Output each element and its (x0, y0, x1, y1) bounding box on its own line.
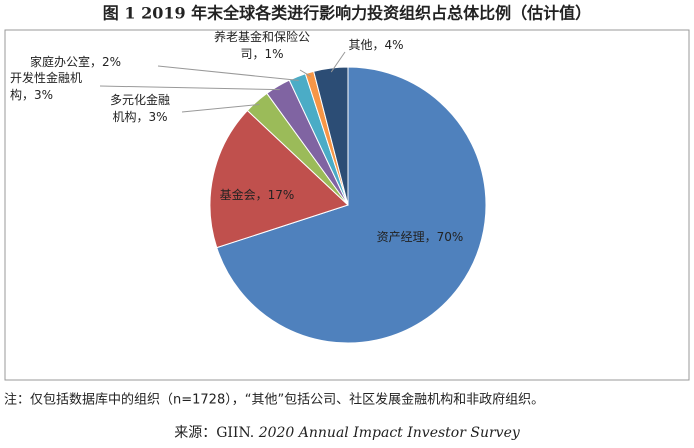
pie-slice (313, 66, 349, 206)
data-label: 家庭办公室，2% (30, 54, 121, 69)
leader-line (299, 69, 311, 77)
data-label-line: 基金会，17% (220, 187, 295, 202)
source-prefix: 来源：GIIN. (174, 425, 259, 441)
note: 注：仅包括数据库中的组织（n=1728），“其他”包括公司、社区发展金融机构和非… (4, 392, 544, 408)
source: 来源：GIIN. 2020 Annual Impact Investor Sur… (174, 425, 521, 441)
data-label-line: 其他，4% (348, 38, 403, 52)
data-label: 多元化金融机构，3% (110, 92, 170, 124)
frame (4, 29, 690, 381)
data-label-line: 司，1% (240, 47, 283, 61)
leader-line (99, 85, 280, 91)
data-label-line: 养老基金和保险公 (214, 29, 310, 44)
data-label: 资产经理，70% (377, 230, 464, 244)
chart-title: 图 1 2019 年末全球各类进行影响力投资组织占总体比例（估计值） (103, 4, 591, 23)
data-label: 其他，4% (348, 38, 403, 52)
data-label: 开发性金融机构，3% (10, 70, 82, 102)
leader-line (330, 51, 346, 73)
leader-line (157, 65, 299, 81)
data-label-line: 资产经理，70% (377, 230, 464, 244)
data-label: 基金会，17% (220, 187, 295, 202)
data-label-line: 多元化金融 (110, 92, 170, 107)
data-label-line: 构，3% (10, 87, 53, 102)
leader-line (181, 103, 260, 113)
data-label-line: 机构，3% (112, 109, 167, 124)
pie-slice (209, 109, 349, 249)
pie-slice (216, 66, 487, 344)
data-label-line: 开发性金融机 (10, 70, 82, 85)
data-label-line: 家庭办公室，2% (30, 54, 121, 69)
source-title: 2020 Annual Impact Investor Survey (258, 425, 521, 441)
data-label: 养老基金和保险公司，1% (214, 29, 310, 61)
